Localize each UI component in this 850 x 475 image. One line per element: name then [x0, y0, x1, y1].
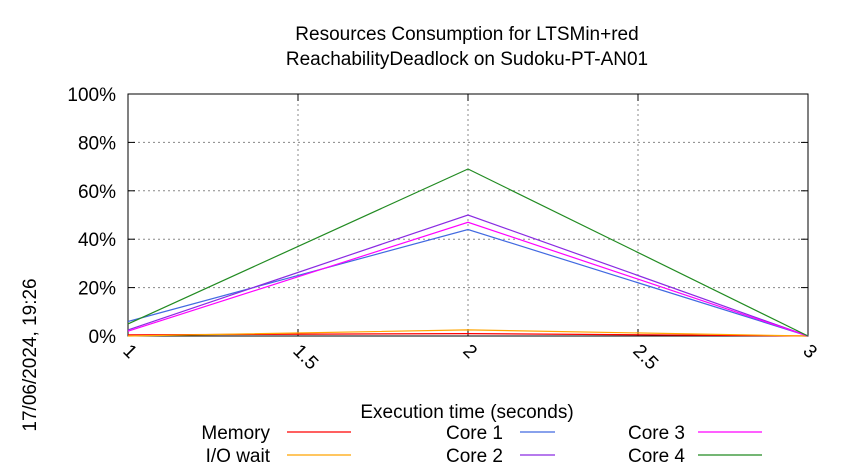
series-line-core-1 [127, 228, 809, 337]
chart-title-line-1: Resources Consumption for LTSMin+red [295, 24, 638, 45]
series-line-core-4 [127, 168, 809, 337]
legend-label-core-1: Core 1 [446, 423, 503, 444]
series-line-core-2 [127, 214, 809, 337]
legend-label-memory: Memory [201, 423, 270, 444]
x-tick-label: 2.5 [628, 341, 662, 375]
y-tick-label: 80% [78, 133, 116, 154]
x-tick-label: 1.5 [288, 341, 322, 375]
chart-title-line-2: ReachabilityDeadlock on Sudoku-PT-AN01 [286, 49, 648, 70]
series-lines [127, 168, 809, 337]
x-tick-label: 2 [458, 341, 480, 363]
legend-label-core-3: Core 3 [628, 423, 685, 444]
series-line-core-3 [127, 221, 809, 337]
timestamp-label: 17/06/2024, 19:26 [20, 278, 41, 431]
y-tick-label: 0% [89, 327, 117, 348]
x-tick-label: 1 [118, 341, 140, 363]
legend-label-i-o-wait: I/O wait [206, 446, 271, 467]
series-line-i-o-wait [127, 329, 809, 337]
y-tick-label: 40% [78, 230, 116, 251]
y-tick-label: 100% [67, 85, 116, 106]
x-axis: 1 1.5 2 2.5 3 [118, 94, 821, 375]
y-tick-label: 60% [78, 182, 116, 203]
x-axis-label: Execution time (seconds) [360, 402, 573, 423]
grid-lines [128, 94, 808, 336]
y-tick-label: 20% [78, 279, 116, 300]
x-tick-label: 3 [798, 341, 820, 363]
legend-label-core-2: Core 2 [446, 446, 503, 467]
legend-label-core-4: Core 4 [628, 446, 685, 467]
y-axis: 0% 20% 40% 60% 80% 100% [67, 85, 808, 348]
